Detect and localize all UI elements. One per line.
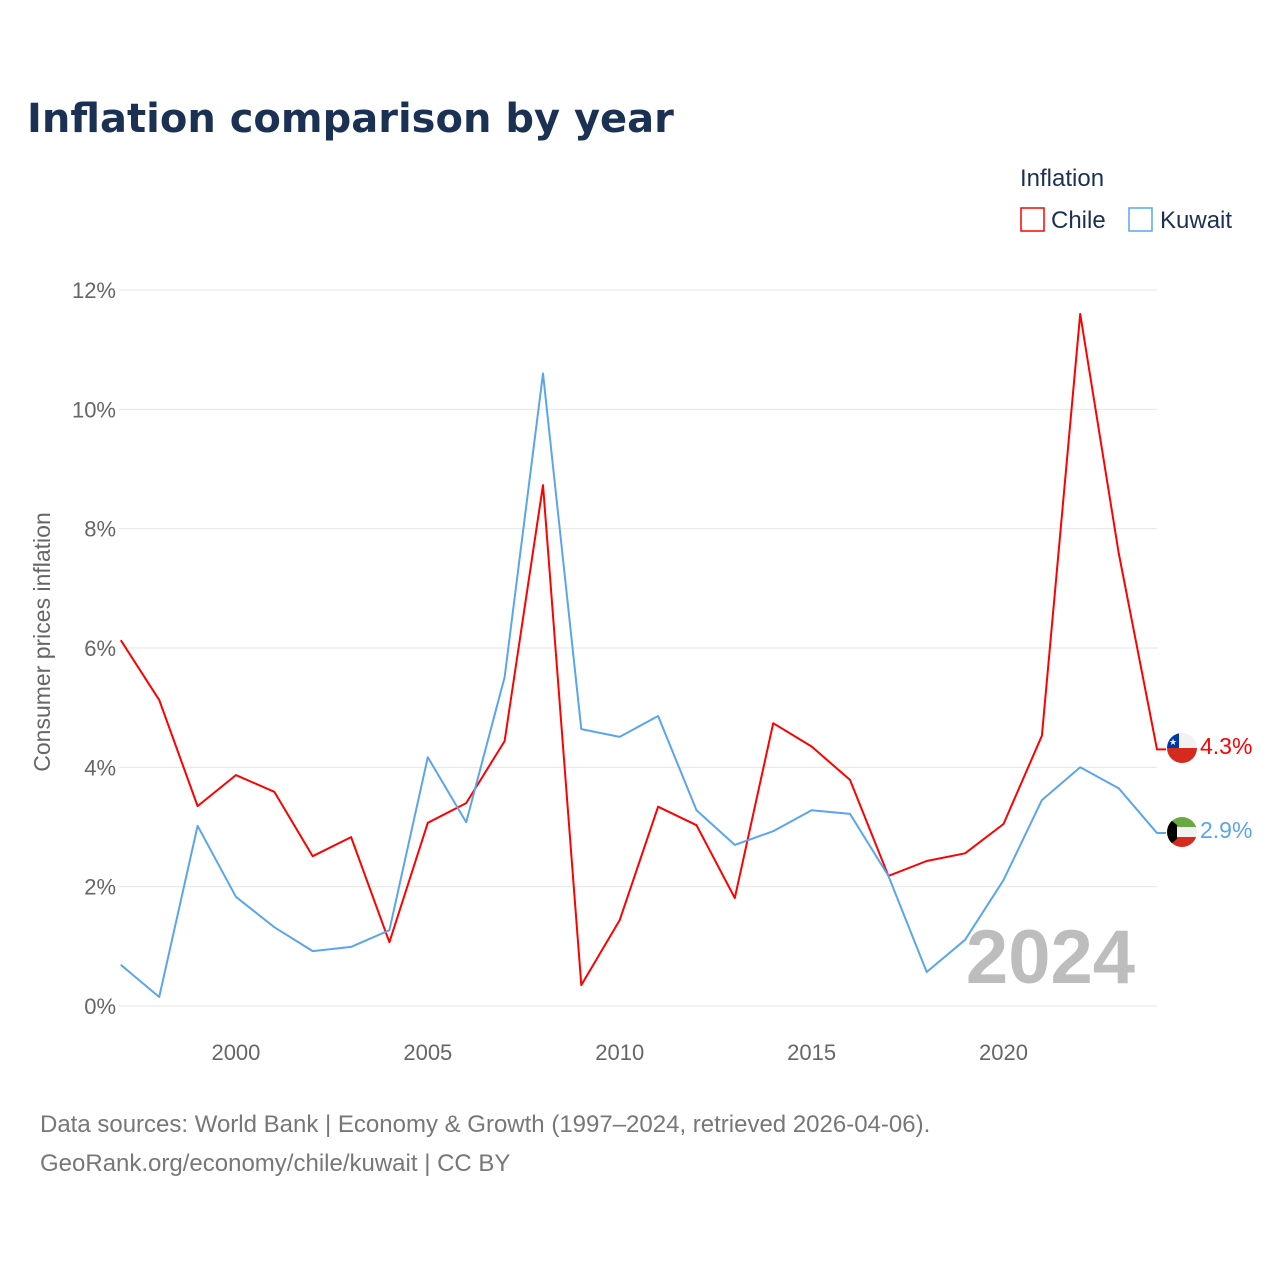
- year-watermark: 2024: [966, 915, 1135, 1000]
- legend-label-kuwait: Kuwait: [1160, 207, 1232, 234]
- y-tick-label: 0%: [84, 994, 116, 1019]
- chart-title: Inflation comparison by year: [27, 96, 674, 142]
- footer-link[interactable]: GeoRank.org/economy/chile/kuwait | CC BY: [40, 1150, 510, 1177]
- legend-swatch-chile: [1020, 207, 1045, 232]
- y-axis-label: Consumer prices inflation: [29, 512, 55, 772]
- kuwait-end-label: 2.9%: [1200, 817, 1252, 843]
- x-tick-label: 2010: [595, 1040, 644, 1065]
- chile-flag-icon: ★: [1167, 733, 1197, 763]
- x-tick-label: 2020: [979, 1040, 1028, 1065]
- y-tick-label: 10%: [72, 397, 116, 422]
- y-tick-label: 12%: [72, 278, 116, 303]
- svg-text:★: ★: [1169, 737, 1177, 747]
- series-line-chile: [119, 312, 1166, 987]
- legend-item-chile[interactable]: Chile: [1020, 207, 1106, 234]
- x-tick-label: 2015: [787, 1040, 836, 1065]
- y-tick-label: 8%: [84, 517, 116, 542]
- legend-item-kuwait[interactable]: Kuwait: [1128, 207, 1232, 234]
- x-tick-label: 2000: [211, 1040, 260, 1065]
- y-tick-label: 2%: [84, 875, 116, 900]
- x-tick-label: 2005: [403, 1040, 452, 1065]
- series-line-kuwait: [120, 372, 1166, 998]
- y-tick-label: 4%: [84, 755, 116, 780]
- legend-swatch-kuwait: [1128, 207, 1153, 232]
- kuwait-flag-icon: [1167, 817, 1197, 847]
- legend-title: Inflation: [1020, 165, 1104, 192]
- legend-label-chile: Chile: [1051, 207, 1106, 234]
- footer-source: Data sources: World Bank | Economy & Gro…: [40, 1111, 930, 1138]
- chile-end-label: 4.3%: [1200, 733, 1252, 759]
- y-tick-label: 6%: [84, 636, 116, 661]
